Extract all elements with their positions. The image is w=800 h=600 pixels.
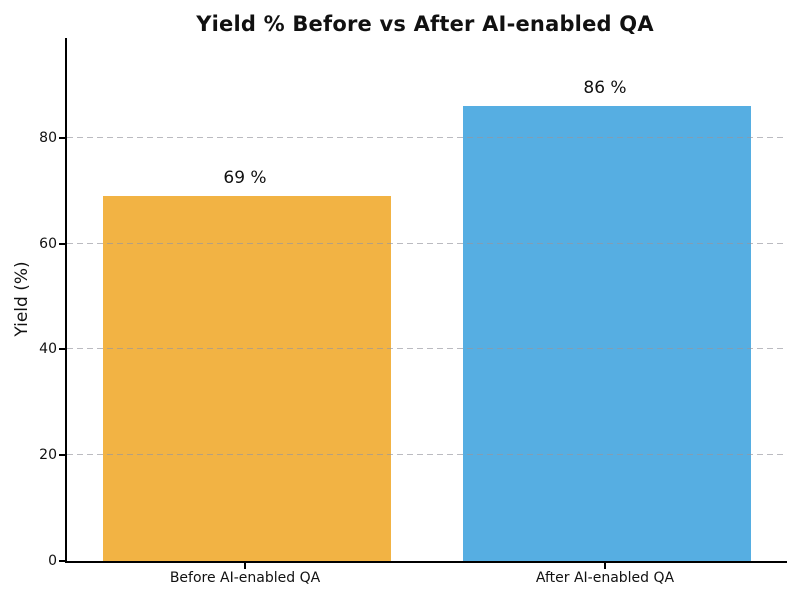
bar-before bbox=[103, 196, 391, 561]
y-tick-label: 40 bbox=[39, 341, 57, 357]
bar-after bbox=[463, 106, 751, 561]
y-tick-label: 20 bbox=[39, 447, 57, 463]
y-tick-mark bbox=[59, 454, 65, 456]
chart-title: Yield % Before vs After AI-enabled QA bbox=[196, 12, 654, 36]
gridline bbox=[67, 137, 787, 138]
y-tick-mark bbox=[59, 560, 65, 562]
y-tick-mark bbox=[59, 243, 65, 245]
plot-area bbox=[65, 38, 787, 563]
y-axis-label: Yield (%) bbox=[12, 261, 32, 337]
gridline bbox=[67, 454, 787, 455]
gridline bbox=[67, 243, 787, 244]
y-tick-mark bbox=[59, 137, 65, 139]
gridline bbox=[67, 348, 787, 349]
x-tick-label-after: After AI-enabled QA bbox=[535, 570, 675, 586]
y-tick-mark bbox=[59, 348, 65, 350]
y-tick-label: 80 bbox=[39, 130, 57, 146]
bar-value-label: 86 % bbox=[583, 78, 627, 98]
y-tick-label: 60 bbox=[39, 236, 57, 252]
x-tick-mark bbox=[244, 563, 246, 569]
x-tick-label-before: Before AI-enabled QA bbox=[169, 570, 321, 586]
y-tick-label: 0 bbox=[48, 553, 57, 569]
bar-value-label: 69 % bbox=[223, 168, 267, 188]
x-tick-mark bbox=[604, 563, 606, 569]
